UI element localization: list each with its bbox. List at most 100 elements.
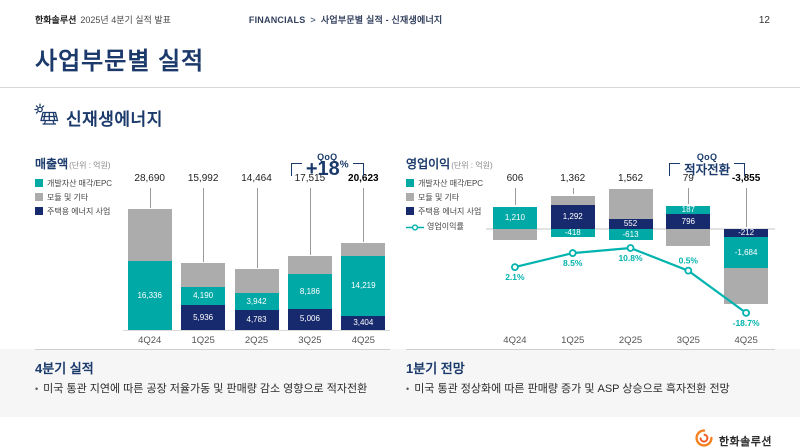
bracket-right <box>352 163 364 176</box>
legend-label: 모듈 및 기타 <box>418 193 460 203</box>
revenue-unit-label: (단위 : 억원) <box>69 161 111 170</box>
bar-stack-above: 187 796 <box>666 206 711 229</box>
legend-item: 주택용 에너지 사업 <box>35 207 123 216</box>
bar-segment-navy: 1,292 <box>550 205 595 229</box>
solar-panel-icon <box>33 103 59 132</box>
bar-total-label: 20,623 <box>348 173 379 184</box>
bar-stack-below: -613 <box>608 229 653 241</box>
hanwha-logo-icon <box>694 428 714 448</box>
bracket-left <box>290 163 302 176</box>
bar-column: 14,464 3,942 4,783 <box>230 173 283 330</box>
bar-segment-navy: 796 <box>666 214 711 229</box>
bar-total-label: -3,855 <box>731 173 761 184</box>
bar-stack-above: 1,210 <box>492 206 537 229</box>
profit-unit-label: (단위 : 억원) <box>451 161 493 170</box>
bar-segment-navy: 5,936 <box>181 305 226 330</box>
bar-segment-gray <box>608 188 653 219</box>
revenue-title-text: 매출액 <box>35 157 69 171</box>
title-divider <box>0 87 800 88</box>
section-header: 신재생에너지 <box>33 103 800 132</box>
bar-stack-below: -418 <box>550 229 595 237</box>
legend-swatch <box>406 207 415 216</box>
bar-column: 1,362 1,292 -418 <box>544 173 602 331</box>
bar-stack-above: 1,292 <box>550 196 595 229</box>
bar-segment-teal: 4,190 <box>181 287 226 305</box>
bar-segment-navy: 3,404 <box>341 315 386 330</box>
bar-total-label: 15,992 <box>187 173 219 184</box>
charts-row: 매출액(단위 : 억원) 개발자산 매각/EPC 모듈 및 기타 주택용 에너지 사… <box>35 152 775 346</box>
legend-swatch <box>35 193 43 202</box>
bar-total-label: 14,464 <box>241 173 272 184</box>
bar-column: 28,690 16,336 <box>123 173 176 330</box>
breadcrumb-current: 사업부문별 실적 - 신재생에너지 <box>320 15 443 25</box>
bar-column: 15,992 4,190 5,936 <box>176 173 229 330</box>
breadcrumb-separator: > <box>310 15 316 25</box>
bar-segment-gray <box>550 196 595 206</box>
revenue-bars: 28,690 16,336 15,992 4,190 5,936 14,464 3,942 4… <box>123 173 391 331</box>
bar-segment-navy: 4,783 <box>234 309 279 330</box>
bar-segment-gray <box>181 262 226 288</box>
bar-segment-gray <box>666 229 711 246</box>
bar-segment-gray <box>341 242 386 256</box>
deck-subtitle: 2025년 4분기 실적 발표 <box>80 15 171 25</box>
breadcrumb-root: FINANCIALS <box>248 15 306 25</box>
profit-x-axis: 4Q24 1Q25 2Q25 3Q25 4Q25 <box>486 331 775 346</box>
profit-plot-area: QoQ 적자전환 606 1,210 1,362 1,292 -418 1,562 552-… <box>486 152 775 346</box>
breadcrumb: FINANCIALS > 사업부문별 실적 - 신재생에너지 <box>249 13 443 26</box>
x-tick-label: 4Q25 <box>734 335 758 346</box>
line-legend-glyph <box>406 223 425 231</box>
bar-segment-gray <box>724 268 769 305</box>
bar-column: 17,515 8,186 5,006 <box>283 173 336 330</box>
bar-segment-teal: -613 <box>608 229 653 241</box>
bar-segment-teal: -418 <box>550 229 595 237</box>
legend-label: 주택용 에너지 사업 <box>418 207 482 217</box>
bar-segment-teal: 16,336 <box>127 261 172 330</box>
x-tick-label: 2Q25 <box>618 335 643 346</box>
x-tick-label: 3Q25 <box>676 335 700 346</box>
q1-outlook-heading: 1분기 전망 <box>406 361 465 376</box>
qoq-label: QoQ <box>317 152 338 162</box>
q1-outlook-section: 1분기 전망 미국 통관 정상화에 따른 판매량 증가 및 ASP 상승으로 흑… <box>406 349 775 417</box>
legend-swatch <box>406 179 415 187</box>
bar-stack-below <box>492 229 537 241</box>
profit-chart-title: 영업이익(단위 : 억원) <box>406 155 775 173</box>
section-title: 신재생에너지 <box>66 110 163 129</box>
page-title: 사업부문별 실적 <box>35 48 205 75</box>
legend-item: 모듈 및 기타 <box>406 193 486 202</box>
leader-line <box>514 188 516 205</box>
qoq-label: QoQ <box>696 152 718 162</box>
bar-segment-gray <box>287 256 332 275</box>
revenue-chart: 매출액(단위 : 억원) 개발자산 매각/EPC 모듈 및 기타 주택용 에너지 사… <box>35 152 391 346</box>
bar-segment-navy: 552 <box>608 218 653 229</box>
leader-line <box>572 188 574 195</box>
revenue-chart-title: 매출액(단위 : 억원) <box>35 155 390 173</box>
x-tick-label: 1Q25 <box>561 335 585 346</box>
legend-item: 개발자산 매각/EPC <box>406 179 486 188</box>
bar-segment-teal: 3,942 <box>234 293 279 310</box>
bar-column: 606 1,210 <box>486 173 544 331</box>
profit-title-text: 영업이익 <box>406 157 451 171</box>
bar-total-label: 1,362 <box>560 173 586 184</box>
legend-swatch <box>35 207 43 216</box>
revenue-x-axis: 4Q24 1Q25 2Q25 3Q25 4Q25 <box>123 331 390 346</box>
bar-segment-gray <box>127 209 172 262</box>
x-tick-label: 1Q25 <box>191 335 215 346</box>
bar-segment-teal: 8,186 <box>287 274 332 309</box>
legend-item: 영업이익률 <box>406 222 486 232</box>
bar-segment-gray <box>492 229 537 241</box>
bar-segment-navy: -212 <box>724 229 769 237</box>
x-tick-label: 4Q24 <box>503 335 527 346</box>
legend-label: 영업이익률 <box>427 221 464 231</box>
leader-line <box>149 188 151 208</box>
bar-stack-below: -212 -1,684 <box>724 229 769 305</box>
bracket-left <box>669 163 681 176</box>
leader-line <box>309 188 311 256</box>
x-tick-label: 3Q25 <box>298 335 322 346</box>
bar-total-label: 1,562 <box>618 173 644 184</box>
leader-line <box>203 188 205 262</box>
x-tick-label: 4Q24 <box>138 335 162 346</box>
legend-swatch <box>35 179 43 187</box>
bar-segment-gray <box>234 269 279 294</box>
